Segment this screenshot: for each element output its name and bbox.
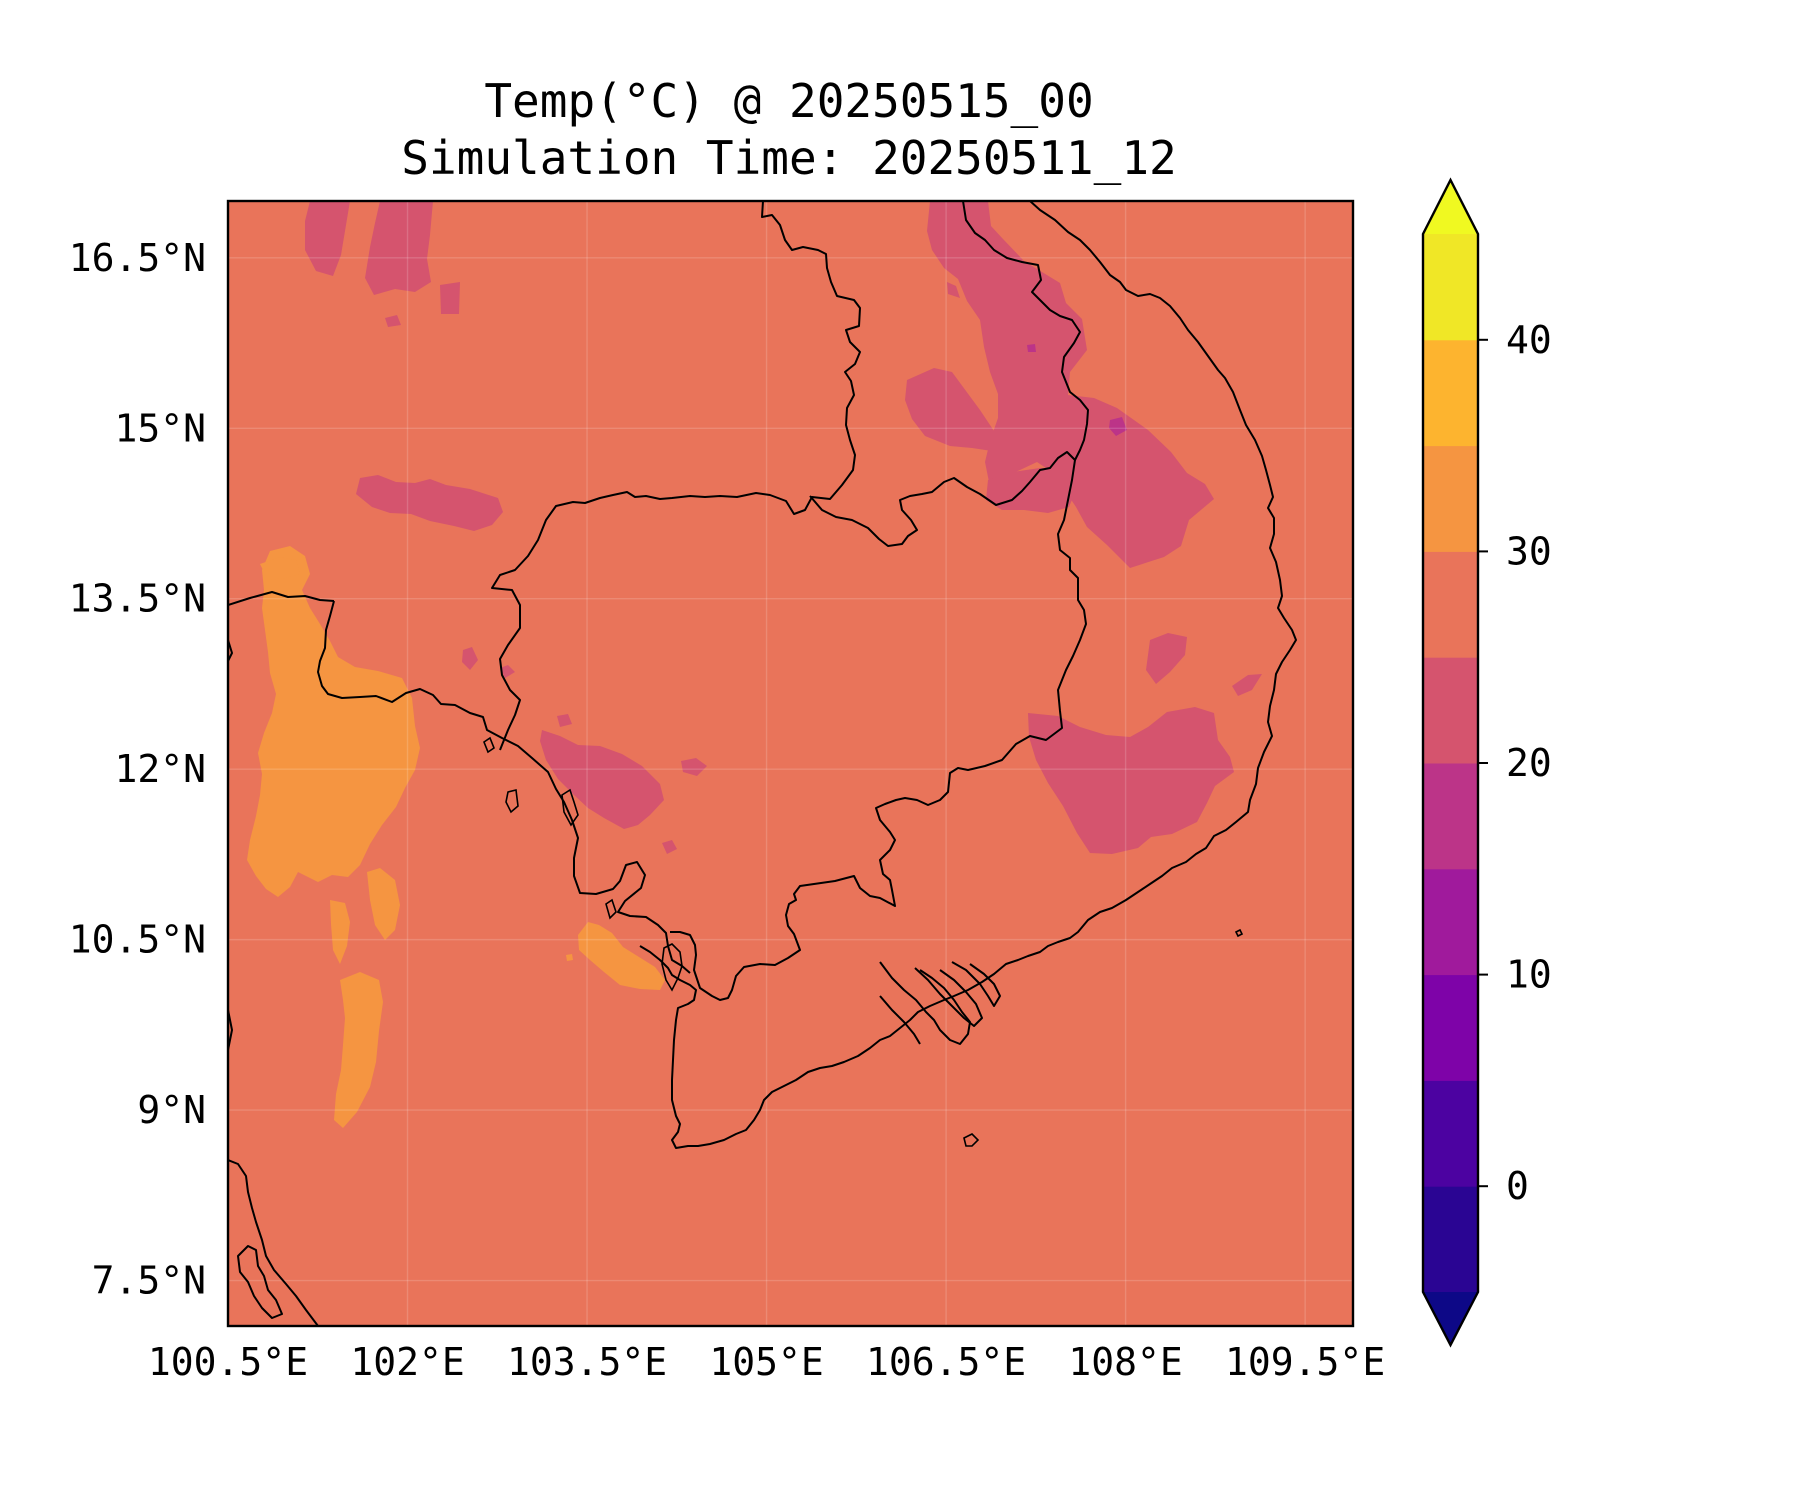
contour-patch-highlands-spot xyxy=(1146,633,1187,684)
contour-patch-coast-spot xyxy=(1232,674,1262,696)
lon-tick-label: 108°E xyxy=(1068,1340,1182,1384)
contour-patch-small-4 xyxy=(662,840,677,854)
coastlines-and-borders xyxy=(228,201,1297,1326)
colorbar-band xyxy=(1423,551,1478,658)
lon-tick-label: 103.5°E xyxy=(507,1340,667,1384)
colorbar-band xyxy=(1423,868,1478,976)
vietnam-cambodia-border xyxy=(670,459,1087,1001)
vietnam-coast xyxy=(639,201,1297,1149)
lat-tick-label: 9°N xyxy=(137,1088,206,1132)
contour-patch-central-thailand-west-2 xyxy=(334,972,383,1128)
contour-patch-annamite-north xyxy=(927,201,1214,568)
koh-rong-island xyxy=(605,898,617,920)
map-frame xyxy=(226,199,1355,1328)
contour-patch-northwest-highlands-2 xyxy=(365,201,433,295)
thailand-coast-upper-gulf xyxy=(317,600,691,974)
phu-quoc-island xyxy=(661,943,683,992)
lat-tick-label: 13.5°N xyxy=(69,577,206,621)
longitude-axis: 100.5°E 102°E 103.5°E 105°E 106.5°E 108°E 109.… xyxy=(148,1340,1385,1384)
contour-patch-small-7 xyxy=(385,315,401,327)
contour-patch-warm-spot-1 xyxy=(566,954,573,961)
temperature-colorbar: 0 10 20 30 40 xyxy=(1421,177,1552,1348)
koh-chang-island xyxy=(505,789,519,814)
colorbar-tick-label: 10 xyxy=(1506,953,1552,997)
malay-peninsula-coast-3 xyxy=(237,1245,283,1319)
map-title-line2: Simulation Time: 20250511_12 xyxy=(401,131,1176,185)
contour-patch-small-1 xyxy=(462,647,478,670)
colorbar-band xyxy=(1423,339,1478,447)
contour-patch-cold-spot-1 xyxy=(1109,417,1127,436)
mekong-delta-channels-3 xyxy=(951,961,1001,1007)
laos-cambodia-border xyxy=(809,201,1089,547)
mekong-delta-channels xyxy=(879,961,971,1045)
lon-tick-label: 102°E xyxy=(350,1340,464,1384)
colorbar-band xyxy=(1423,234,1478,341)
malay-peninsula-coast xyxy=(228,1009,233,1051)
contour-patch-gulf-coast-south xyxy=(578,922,665,990)
latitude-axis: 16.5°N 15°N 13.5°N 12°N 10.5°N 9°N 7.5°N xyxy=(69,236,206,1303)
mekong-delta-channels-4 xyxy=(879,995,921,1045)
colorbar-extend-max xyxy=(1423,180,1478,234)
lon-tick-label: 100.5°E xyxy=(148,1340,308,1384)
contour-patch-small-6 xyxy=(440,282,460,314)
thailand-myanmar-border xyxy=(228,591,335,606)
colorbar-extend-min xyxy=(1423,1292,1478,1345)
colorbar-band xyxy=(1423,1080,1478,1187)
contour-30-35-regions xyxy=(247,546,665,1128)
lon-tick-label: 109.5°E xyxy=(1225,1340,1385,1384)
contour-15-20-regions xyxy=(1027,344,1127,436)
mekong-delta-channels-2 xyxy=(914,967,983,1027)
lat-tick-label: 15°N xyxy=(114,406,206,450)
contour-20-25-regions xyxy=(305,201,1262,854)
thailand-cambodia-border xyxy=(491,201,861,751)
colorbar-tick-label: 0 xyxy=(1506,1164,1529,1208)
colorbar-bands xyxy=(1423,180,1478,1345)
map-gridlines xyxy=(228,201,1353,1326)
contour-patch-small-5 xyxy=(947,282,960,298)
colorbar-tick-label: 40 xyxy=(1506,318,1552,362)
lon-tick-label: 105°E xyxy=(709,1340,823,1384)
contour-patch-cold-spot-2 xyxy=(1027,344,1036,352)
contour-patch-central-thailand-west-3 xyxy=(330,900,350,964)
lat-tick-label: 16.5°N xyxy=(69,236,206,280)
contour-patch-small-8 xyxy=(500,665,515,678)
lat-tick-label: 7.5°N xyxy=(92,1259,206,1303)
contour-patch-small-2 xyxy=(681,758,707,776)
map-title-line1: Temp(°C) @ 20250515_00 xyxy=(484,74,1093,128)
colorbar-band xyxy=(1423,445,1478,552)
small-island-gulf xyxy=(483,736,495,754)
colorbar-ticks: 0 10 20 30 40 xyxy=(1478,318,1552,1208)
con-dao-island xyxy=(963,1133,980,1147)
colorbar-band xyxy=(1423,974,1478,1081)
contour-patch-northwest-highlands xyxy=(305,201,350,276)
contour-patch-annamite-west xyxy=(905,368,994,451)
contour-patch-small-3 xyxy=(557,714,572,727)
colorbar-tick-label: 20 xyxy=(1506,741,1552,785)
islands xyxy=(483,736,1244,1147)
thailand-west-coast-north xyxy=(228,639,233,662)
contour-patch-central-thailand-strip xyxy=(356,475,503,531)
map-panel xyxy=(228,201,1353,1326)
malay-peninsula-coast-2 xyxy=(228,1159,319,1326)
colorbar-band xyxy=(1423,763,1478,870)
colorbar-band xyxy=(1423,1186,1478,1293)
lon-tick-label: 106.5°E xyxy=(866,1340,1026,1384)
contour-patch-central-highlands-east xyxy=(1028,707,1234,854)
colorbar-tick-label: 30 xyxy=(1506,529,1552,573)
colorbar-band xyxy=(1423,657,1478,764)
contour-patch-central-thailand-west-5 xyxy=(260,557,300,580)
lat-tick-label: 12°N xyxy=(114,747,206,791)
small-island-east xyxy=(1234,928,1244,938)
lat-tick-label: 10.5°N xyxy=(69,918,206,962)
contour-patch-cardamom xyxy=(540,730,664,829)
koh-kong-island xyxy=(561,788,579,827)
contour-patch-central-thailand-west xyxy=(247,546,420,897)
colorbar-outline xyxy=(1421,177,1480,1348)
contour-patch-central-thailand-west-4 xyxy=(367,868,400,940)
